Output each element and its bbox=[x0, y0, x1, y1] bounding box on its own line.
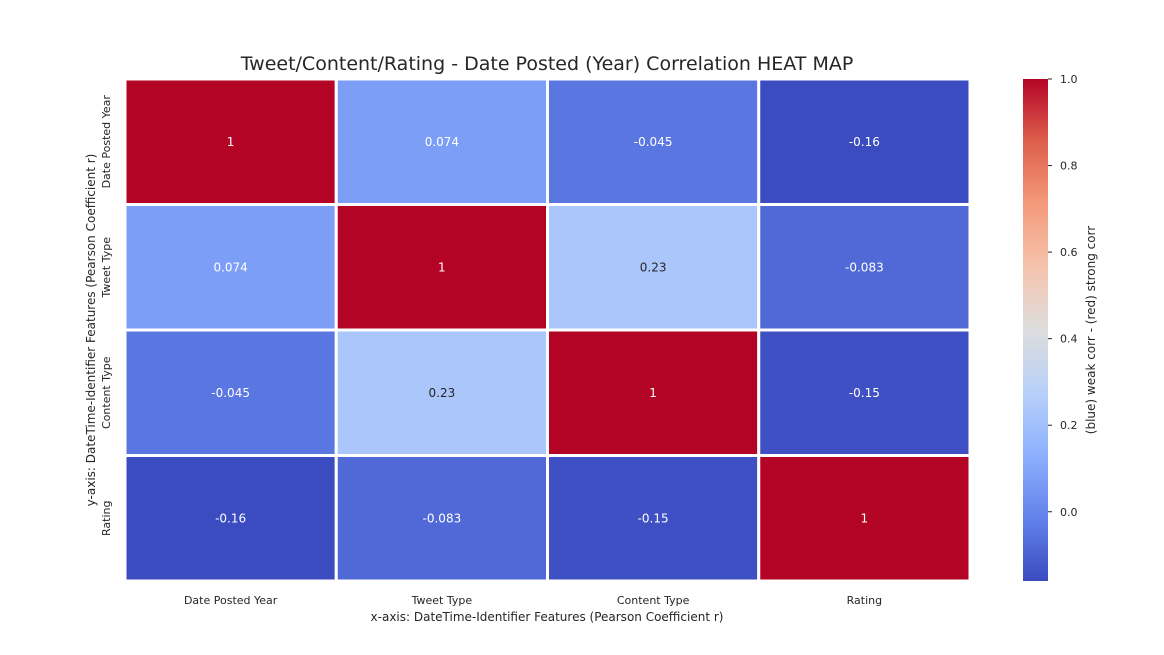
colorbar-label: (blue) weak corr - (red) strong corr bbox=[1084, 226, 1098, 435]
colorbar-tick-label: 0.0 bbox=[1060, 506, 1078, 519]
y-tick-label: Tweet Type bbox=[100, 237, 113, 299]
cell-value-label: 1 bbox=[861, 511, 869, 525]
heatmap-cell bbox=[757, 203, 972, 332]
colorbar-tick-label: 0.4 bbox=[1060, 333, 1078, 346]
heatmap-cell bbox=[334, 77, 549, 206]
chart-title: Tweet/Content/Rating - Date Posted (Year… bbox=[240, 53, 854, 75]
y-tick-label: Rating bbox=[100, 501, 113, 536]
heatmap-cells bbox=[123, 77, 972, 583]
colorbar bbox=[1023, 79, 1048, 581]
cell-value-label: -0.083 bbox=[423, 511, 462, 525]
y-tick-label: Content Type bbox=[100, 356, 113, 429]
x-axis-label: x-axis: DateTime-Identifier Features (Pe… bbox=[371, 610, 724, 624]
heatmap-cell bbox=[334, 203, 549, 332]
cell-value-label: 1 bbox=[227, 135, 235, 149]
cell-value-label: 0.23 bbox=[640, 260, 667, 274]
heatmap-cell bbox=[757, 454, 972, 583]
y-axis-label: y-axis: DateTime-Identifier Features (Pe… bbox=[84, 154, 98, 507]
colorbar-tick-label: 0.8 bbox=[1060, 160, 1078, 173]
y-axis-ticks: Date Posted Year Tweet Type Content Type Ra… bbox=[100, 95, 113, 536]
heatmap-cell bbox=[334, 454, 549, 583]
x-tick-label: Rating bbox=[847, 594, 882, 607]
cell-value-label: 0.074 bbox=[425, 135, 459, 149]
cell-value-label: -0.16 bbox=[849, 135, 880, 149]
heatmap-cell bbox=[123, 454, 338, 583]
cell-value-label: 0.23 bbox=[429, 386, 456, 400]
heatmap-cell bbox=[757, 328, 972, 457]
cell-value-label: -0.045 bbox=[634, 135, 673, 149]
heatmap-cell-labels: 1 0.074 -0.045 -0.16 0.074 1 0.23 -0.083 -0.045 0… bbox=[211, 135, 883, 526]
cell-value-label: -0.15 bbox=[849, 386, 880, 400]
y-tick-label: Date Posted Year bbox=[100, 95, 113, 189]
heatmap-cell bbox=[123, 77, 338, 206]
colorbar-ticks: 0.0 0.2 0.4 0.6 0.8 1.0 bbox=[1048, 73, 1078, 519]
cell-value-label: -0.045 bbox=[211, 386, 250, 400]
cell-value-label: 1 bbox=[649, 386, 657, 400]
cell-value-label: -0.16 bbox=[215, 511, 246, 525]
x-axis-ticks: Date Posted Year Tweet Type Content Type Ra… bbox=[184, 594, 882, 607]
cell-value-label: 0.074 bbox=[213, 260, 247, 274]
heatmap-cell bbox=[334, 328, 549, 457]
colorbar-tick-label: 0.6 bbox=[1060, 246, 1078, 259]
cell-value-label: 1 bbox=[438, 260, 446, 274]
cell-value-label: -0.083 bbox=[845, 260, 884, 274]
x-tick-label: Content Type bbox=[617, 594, 690, 607]
cell-value-label: -0.15 bbox=[638, 511, 669, 525]
colorbar-tick-label: 1.0 bbox=[1060, 73, 1078, 86]
heatmap-cell bbox=[546, 77, 761, 206]
heatmap-cell bbox=[757, 77, 972, 206]
x-tick-label: Date Posted Year bbox=[184, 594, 278, 607]
x-tick-label: Tweet Type bbox=[411, 594, 473, 607]
colorbar-tick-label: 0.2 bbox=[1060, 419, 1078, 432]
